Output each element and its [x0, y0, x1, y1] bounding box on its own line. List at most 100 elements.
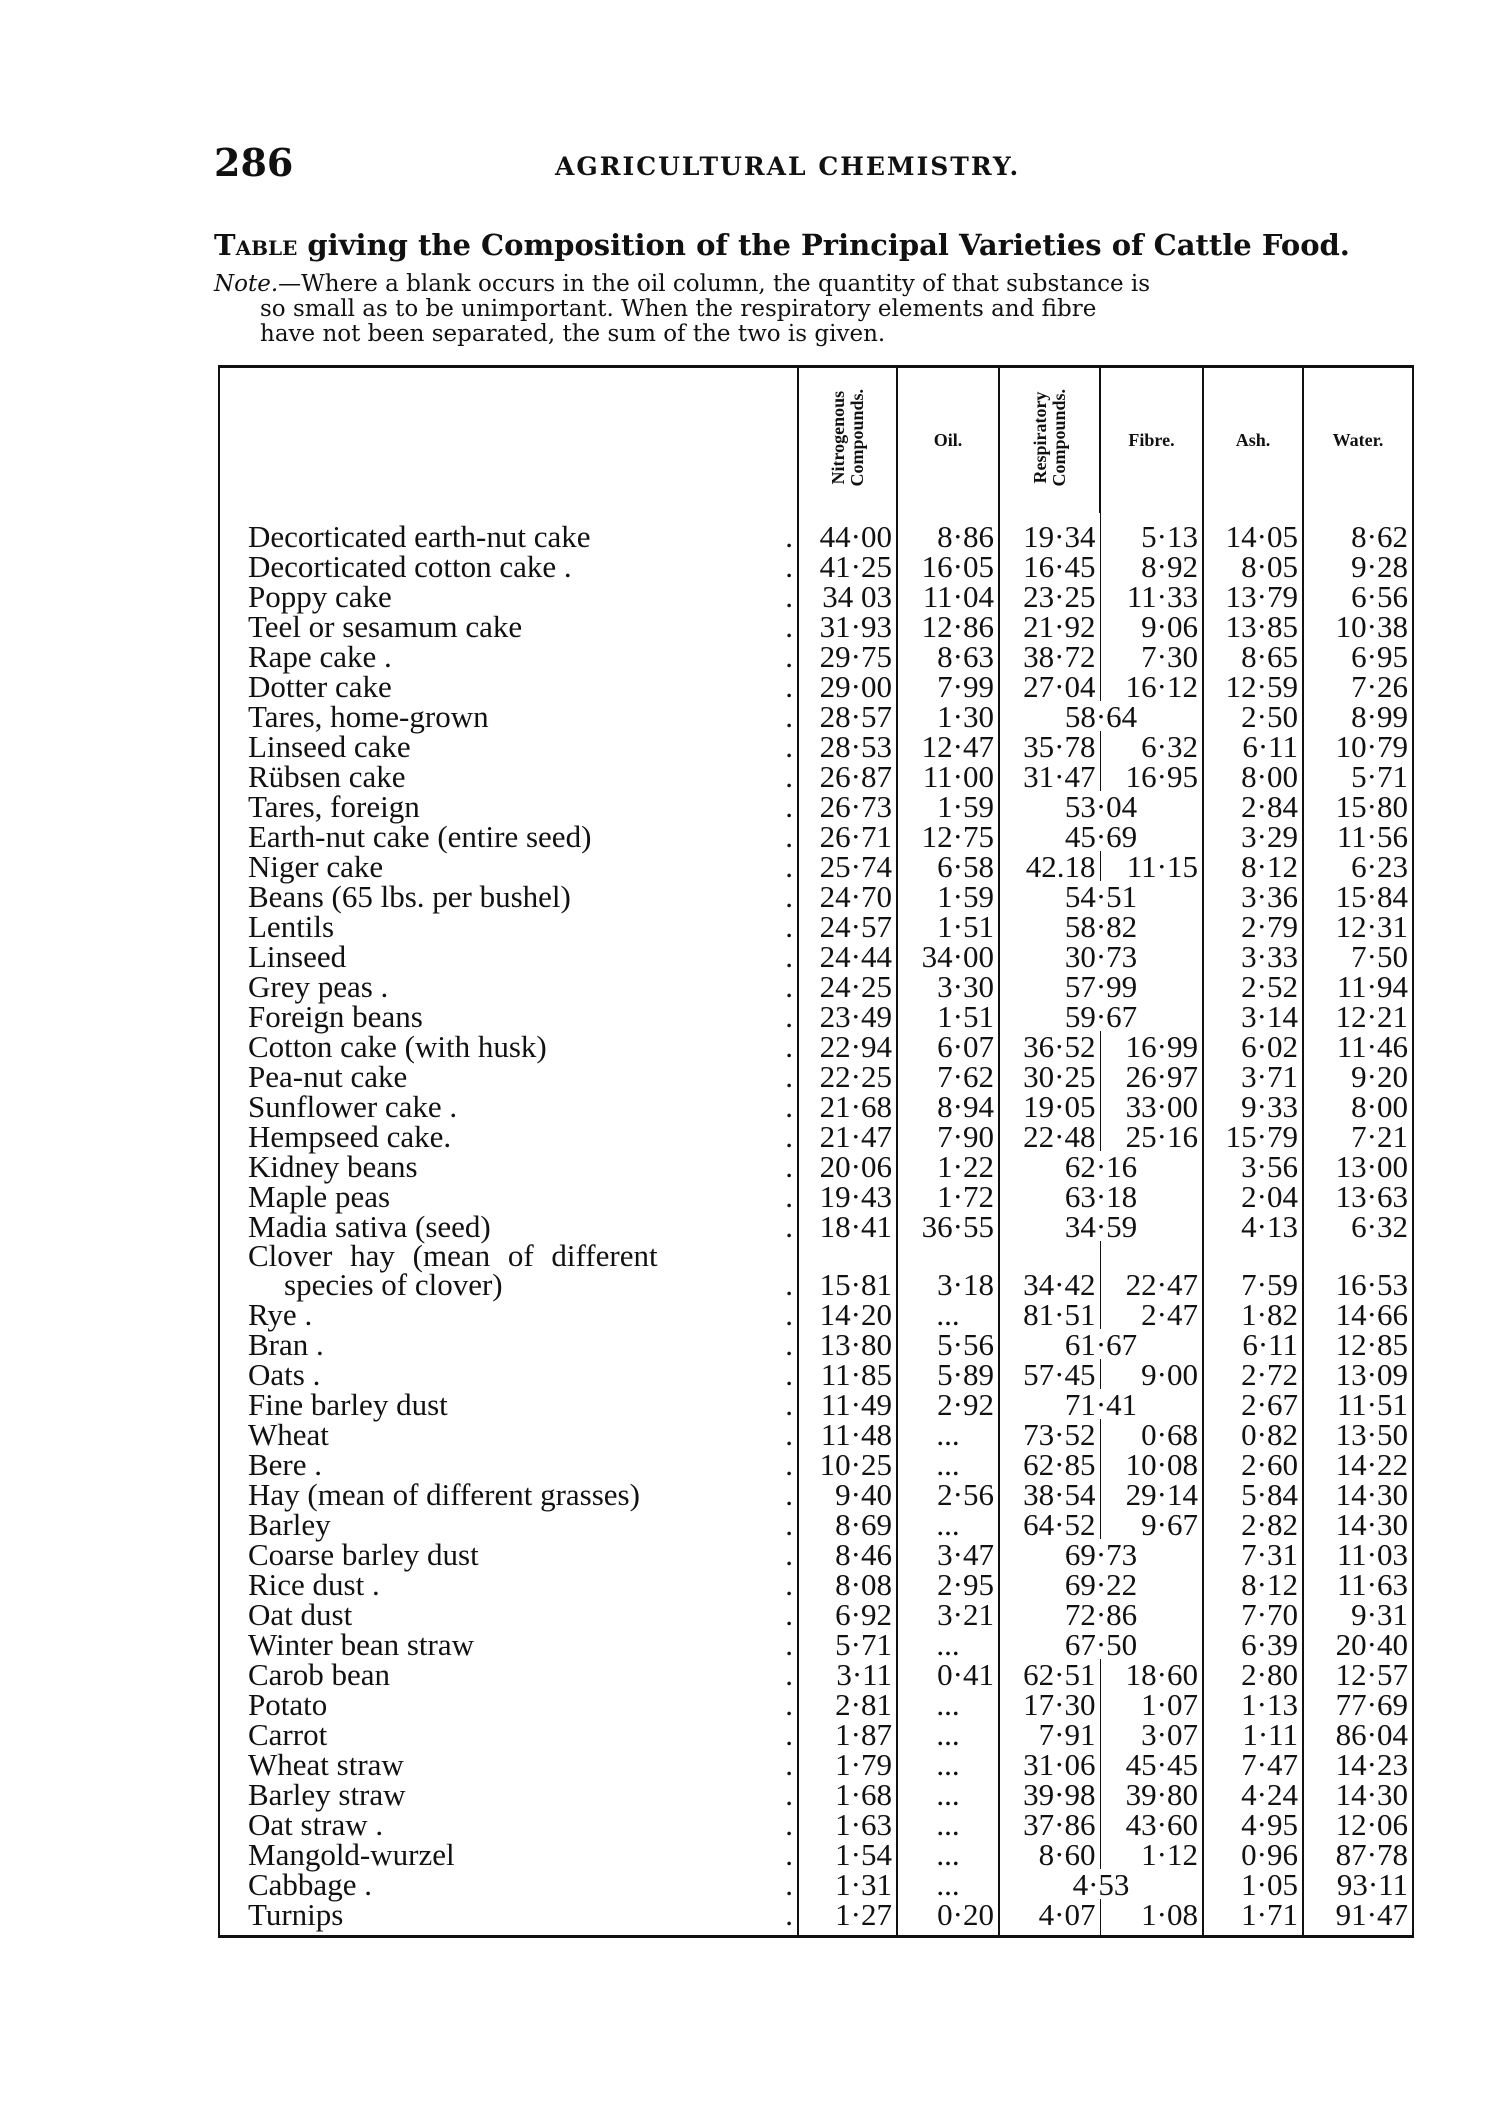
table-row: . Dotter cake 29·00 7·99 27·04 16·12 12·59 7·26: [219, 671, 1413, 702]
food-name: . Turnips: [219, 1899, 798, 1937]
value-cell: 13·50: [1302, 1419, 1413, 1450]
value-cell: 0·82: [1202, 1419, 1303, 1450]
value-cell: 29·75: [797, 641, 897, 672]
value-cell: 25·74: [797, 851, 897, 882]
food-name-text: Coarse barley dust: [248, 1536, 479, 1572]
value-cell: 91·47: [1302, 1899, 1413, 1937]
food-name: . Rice dust .: [219, 1569, 798, 1600]
value-cell: 22·47: [1099, 1241, 1203, 1300]
food-name: . Foreign beans: [219, 1001, 798, 1032]
leader-dot: .: [785, 758, 793, 794]
value-cell: 8·92: [1099, 551, 1203, 582]
value-cell: 3·18: [896, 1241, 999, 1300]
food-name-text: Decorticated cotton cake .: [248, 548, 572, 584]
value-cell: 58·82: [998, 911, 1203, 942]
leader-dot: .: [785, 548, 793, 584]
value-cell: 3·36: [1202, 881, 1303, 912]
value-cell: 9·28: [1302, 551, 1413, 582]
leader-dot: .: [785, 1536, 793, 1572]
value-cell: 1·13: [1202, 1689, 1303, 1720]
value-cell: 4·07: [998, 1899, 1100, 1937]
value-cell: 12·75: [896, 821, 999, 852]
value-cell: 1·87: [797, 1719, 897, 1750]
table-row: . Fine barley dust 11·49 2·92 71·41 2·67 11·51: [219, 1386, 1413, 1422]
value-cell: 2·82: [1202, 1509, 1303, 1540]
value-cell: 27·04: [998, 671, 1100, 702]
value-cell: 0·41: [896, 1659, 999, 1690]
value-cell: 4·13: [1202, 1211, 1303, 1242]
leader-dot: .: [785, 1416, 793, 1452]
value-cell: 22·25: [797, 1061, 897, 1092]
value-cell: 77·69: [1302, 1689, 1413, 1720]
food-name-text: Fine barley dust: [248, 1386, 448, 1422]
value-cell: 7·62: [896, 1061, 999, 1092]
value-cell: 2·79: [1202, 911, 1303, 942]
value-cell: 62·51: [998, 1659, 1100, 1690]
value-cell: 0·68: [1099, 1419, 1203, 1450]
table-row: . Bran . 13·80 5·56 61·67 6·11 12·85: [219, 1329, 1413, 1360]
value-cell: 24·25: [797, 971, 897, 1002]
value-cell: 2·72: [1202, 1359, 1303, 1390]
food-name: . Wheat straw: [219, 1749, 798, 1780]
table-row: . Barley 8·69... 64·52 9·67 2·82 14·30: [219, 1509, 1413, 1540]
food-name: . Niger cake: [219, 851, 798, 882]
leader-dot: .: [785, 968, 793, 1004]
value-cell: 1·08: [1099, 1899, 1203, 1937]
value-cell: 86·04: [1302, 1719, 1413, 1750]
value-cell: 1·79: [797, 1749, 897, 1780]
value-cell: 7·26: [1302, 671, 1413, 702]
value-cell: 39·80: [1099, 1779, 1203, 1810]
food-name-text: Winter bean straw: [248, 1626, 474, 1662]
value-cell: 5·71: [1302, 761, 1413, 792]
value-cell: ...: [896, 1749, 999, 1780]
value-cell: 57·99: [998, 971, 1203, 1002]
value-cell: 2·92: [896, 1389, 999, 1420]
food-name-text: Oat straw .: [248, 1806, 384, 1842]
food-name-text: Hay (mean of different grasses): [248, 1476, 640, 1512]
value-cell: 34·59: [998, 1211, 1203, 1242]
food-name: . Bran .: [219, 1329, 798, 1360]
value-cell: 3·30: [896, 971, 999, 1002]
value-cell: 11·03: [1302, 1539, 1413, 1570]
value-cell: 7·91: [998, 1719, 1100, 1750]
food-name-text: Barley straw: [248, 1776, 406, 1812]
food-name-text: Madia sativa (seed): [248, 1208, 491, 1244]
table-row: . Sunflower cake . 21·68 8·94 19·05 33·00 9·33…: [219, 1091, 1413, 1122]
value-cell: ...: [896, 1869, 999, 1900]
food-name: . Winter bean straw: [219, 1626, 798, 1662]
note-line-2: so small as to be unimportant. When the …: [260, 296, 1097, 322]
value-cell: 59·67: [998, 1001, 1203, 1032]
column-header: Water.: [1302, 366, 1413, 513]
table-row: . Mangold-wurzel 1·54... 8·60 1·12 0·96 87·78: [219, 1839, 1413, 1870]
value-cell: 26·97: [1099, 1061, 1203, 1092]
food-name-text: Carob bean: [248, 1656, 391, 1692]
value-cell: 6·11: [1202, 731, 1303, 762]
table-row: . Winter bean straw 5·71... 67·50 6·39 20·40: [219, 1626, 1413, 1662]
food-name-text: Teel or sesamum cake: [248, 608, 523, 644]
value-cell: 57·45: [998, 1359, 1100, 1390]
value-cell: 69·22: [998, 1569, 1203, 1600]
value-cell: 62·85: [998, 1449, 1100, 1480]
value-cell: 14·66: [1302, 1299, 1413, 1330]
table-row: . Hempseed cake. 21·47 7·90 22·48 25·16 15·79 7…: [219, 1121, 1413, 1152]
food-name: . Hempseed cake.: [219, 1121, 798, 1152]
value-cell: 1·59: [896, 881, 999, 912]
value-cell: 3·71: [1202, 1061, 1303, 1092]
value-cell: 11·15: [1099, 851, 1203, 882]
value-cell: 2·95: [896, 1569, 999, 1600]
value-cell: 1·07: [1099, 1689, 1203, 1720]
food-name: . Madia sativa (seed): [219, 1208, 798, 1244]
value-cell: 8·63: [896, 641, 999, 672]
food-name: . Barley straw: [219, 1776, 798, 1812]
column-header-label: Respiratory Compounds.: [1029, 389, 1069, 487]
leader-dot: .: [785, 1806, 793, 1842]
leader-dot: .: [785, 728, 793, 764]
food-name: . Cotton cake (with husk): [219, 1031, 798, 1062]
value-cell: 10·38: [1302, 611, 1413, 642]
value-cell: 6·56: [1302, 581, 1413, 612]
value-cell: 93·11: [1302, 1869, 1413, 1900]
leader-dot: .: [785, 1716, 793, 1752]
value-cell: 69·73: [998, 1539, 1203, 1570]
food-name-text: Tares, foreign: [248, 788, 420, 824]
table-row: . Beans (65 lbs. per bushel) 24·70 1·59 54·5…: [219, 881, 1413, 912]
